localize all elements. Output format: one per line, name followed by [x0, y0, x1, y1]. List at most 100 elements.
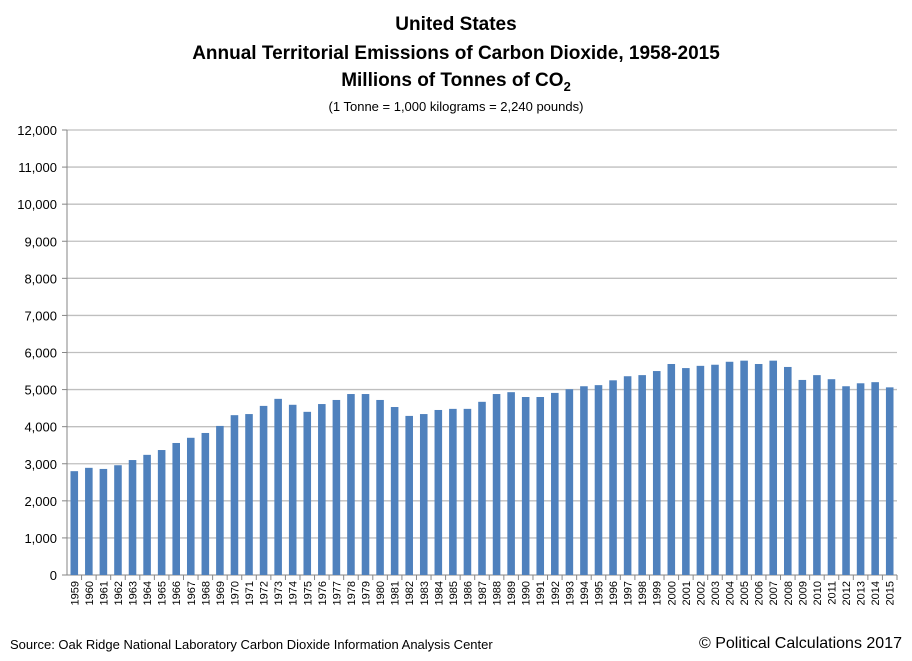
x-tick-label: 1997: [623, 581, 635, 605]
x-tick-label: 2008: [783, 581, 795, 605]
y-tick-label: 5,000: [24, 383, 57, 398]
x-tick-label: 1966: [171, 581, 183, 605]
bar-1996: [609, 380, 617, 575]
bar-2012: [842, 386, 850, 575]
x-tick-label: 1979: [361, 581, 373, 605]
bar-1999: [652, 371, 661, 575]
x-tick-label: 1963: [128, 581, 140, 605]
bar-2009: [798, 379, 807, 575]
x-tick-label: 2009: [797, 581, 809, 605]
x-tick-label: 1974: [288, 581, 300, 605]
bar-2000: [667, 363, 676, 575]
x-tick-label: 2007: [768, 581, 780, 605]
bar-1989: [507, 392, 515, 575]
y-tick-label: 2,000: [24, 494, 57, 509]
x-tick-label: 1999: [652, 581, 664, 605]
x-tick-label: 1989: [506, 581, 518, 605]
bar-1982: [405, 415, 413, 575]
bar-1980: [376, 399, 384, 575]
copyright: © Political Calculations 2017: [698, 635, 902, 652]
bar-1964: [143, 454, 151, 575]
bar-1977: [332, 399, 341, 575]
x-tick-label: 1987: [477, 581, 489, 605]
x-tick-label: 1990: [521, 581, 533, 605]
x-tick-label: 1986: [462, 581, 474, 605]
y-tick-label: 1,000: [24, 531, 57, 546]
bar-1990: [521, 397, 530, 575]
x-tick-label: 1998: [637, 581, 649, 605]
bar-1976: [318, 404, 326, 575]
x-tick-label: 1968: [200, 581, 212, 605]
bar-2015: [885, 387, 894, 575]
y-tick-label: 12,000: [17, 123, 57, 138]
chart-title-line-2: Annual Territorial Emissions of Carbon D…: [192, 43, 720, 64]
x-tick-label: 2001: [681, 581, 693, 605]
x-tick-label: 2013: [856, 581, 868, 605]
bar-1960: [85, 467, 93, 575]
bar-1993: [565, 389, 574, 575]
y-tick-label: 0: [50, 568, 57, 583]
bar-1970: [230, 415, 239, 575]
x-tick-label: 2002: [695, 581, 707, 605]
y-tick-label: 7,000: [24, 308, 57, 323]
bar-2006: [754, 363, 763, 575]
x-tick-label: 1984: [433, 581, 445, 605]
bar-1969: [216, 425, 224, 575]
x-tick-label: 1973: [273, 581, 285, 605]
x-tick-label: 1982: [404, 581, 416, 605]
y-tick-label: 6,000: [24, 346, 57, 361]
bar-1967: [186, 437, 195, 575]
x-tick-label: 1983: [419, 581, 431, 605]
chart-title-line-3: Millions of Tonnes of CO2: [0, 70, 912, 94]
x-tick-label: 2005: [739, 581, 751, 605]
x-tick-label: 1978: [346, 581, 358, 605]
bar-2007: [769, 360, 778, 575]
y-tick-label: 3,000: [24, 457, 57, 472]
bar-1992: [551, 392, 559, 575]
bar-2008: [784, 366, 792, 575]
bar-1966: [172, 442, 180, 575]
x-tick-label: 2004: [725, 581, 737, 605]
x-tick-label: 1977: [331, 581, 343, 605]
y-tick-label: 10,000: [17, 197, 57, 212]
y-tick-label: 9,000: [24, 234, 57, 249]
bar-1961: [99, 468, 108, 575]
y-tick-label: 11,000: [18, 160, 57, 175]
chart-subtitle: (1 Tonne = 1,000 kilograms = 2,240 pound…: [328, 99, 584, 114]
x-tick-label: 1995: [593, 581, 605, 605]
x-tick-label: 1976: [317, 581, 329, 605]
x-tick-label: 1993: [564, 581, 576, 605]
bar-1962: [114, 465, 122, 575]
bar-1968: [201, 432, 210, 575]
bar-1972: [259, 405, 268, 575]
x-tick-label: 1980: [375, 581, 387, 605]
bar-1981: [390, 407, 399, 575]
bar-2004: [725, 361, 734, 575]
bar-1998: [638, 375, 646, 575]
x-tick-label: 1971: [244, 581, 256, 605]
bar-2001: [682, 368, 690, 575]
bar-1988: [492, 394, 501, 575]
source-note: Source: Oak Ridge National Laboratory Ca…: [10, 637, 493, 652]
title-unit: Millions of Tonnes of CO: [341, 70, 564, 91]
bar-1997: [623, 376, 632, 575]
bar-2014: [871, 382, 879, 575]
bar-2005: [740, 360, 748, 575]
title-subscript: 2: [563, 78, 571, 94]
x-tick-label: 1970: [229, 581, 241, 605]
x-tick-label: 1961: [98, 581, 110, 605]
bar-1983: [419, 414, 428, 575]
x-tick-label: 1967: [186, 581, 198, 605]
bar-1963: [128, 460, 137, 575]
x-tick-label: 2014: [870, 581, 882, 605]
x-tick-label: 1988: [492, 581, 504, 605]
y-tick-label: 8,000: [24, 271, 57, 286]
x-tick-label: 1960: [84, 581, 96, 605]
x-tick-label: 2010: [812, 581, 824, 605]
y-tick-label: 4,000: [24, 420, 57, 435]
bar-1994: [580, 386, 588, 575]
x-tick-label: 2006: [754, 581, 766, 605]
x-tick-label: 1981: [390, 581, 402, 605]
